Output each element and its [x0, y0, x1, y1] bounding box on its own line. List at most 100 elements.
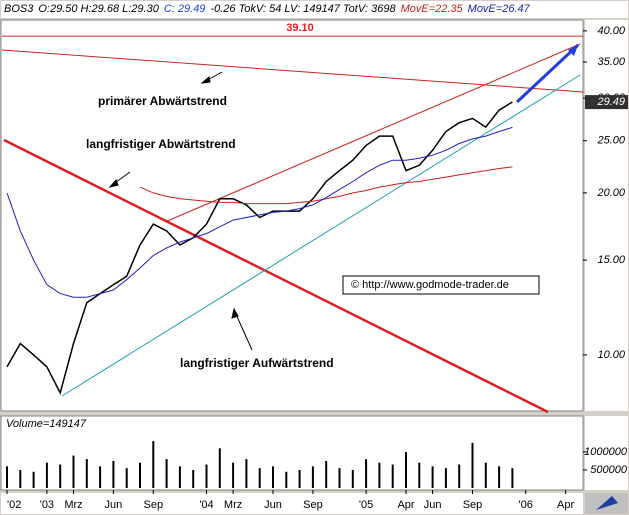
moving-average: [139, 166, 513, 205]
price-tag: [585, 95, 628, 110]
volume-bar: [511, 468, 514, 488]
annotation: langfristiger Aufwärtstrend: [180, 356, 334, 370]
price-panel: [0, 19, 584, 412]
volume-bar: [258, 468, 261, 488]
y2-tick-label: 500000: [590, 464, 628, 476]
volume-bar: [165, 459, 168, 488]
y-tick-label: 40.00: [597, 25, 625, 37]
x-tick-label: Jun: [424, 499, 442, 511]
annotation: primärer Abwärtstrend: [98, 94, 227, 108]
x-tick-label: Sep: [144, 499, 164, 511]
volume-bar: [112, 460, 115, 488]
y-tick-label: 35.00: [597, 56, 625, 68]
header-text: O:29.50 H:29.68 L:29.30: [38, 3, 159, 15]
trendline: [1, 49, 584, 93]
x-tick-label: '06: [519, 499, 533, 511]
volume-label: Volume=149147: [6, 418, 87, 430]
volume-bar: [59, 464, 62, 488]
y-tick-label: 20.00: [596, 187, 625, 199]
x-tick-label: Mrz: [64, 499, 82, 511]
volume-bar: [152, 441, 155, 488]
arrow-head: [108, 179, 119, 188]
price-line: [6, 101, 513, 395]
y-tick-label: 15.00: [597, 254, 625, 266]
trendline: [164, 43, 581, 223]
arrow-head: [231, 307, 239, 319]
y-tick-label: 25.00: [596, 135, 625, 147]
volume-bar: [272, 466, 274, 488]
volume-bar: [484, 462, 487, 488]
trendlines: [1, 43, 584, 414]
arrow-head: [200, 76, 211, 84]
x-tick-label: Jun: [105, 499, 123, 511]
x-tick-label: Mrz: [224, 499, 242, 511]
volume-bar: [298, 469, 301, 488]
y2-tick-label: 1000000: [584, 446, 628, 458]
volume-bar: [6, 466, 8, 488]
volume-bar: [365, 459, 368, 488]
x-tick-label: '05: [359, 499, 373, 511]
arrows: [108, 71, 253, 351]
volume-bar: [498, 466, 501, 488]
x-tick-label: Sep: [463, 499, 483, 511]
volume-bar: [19, 469, 22, 488]
icon: [596, 496, 618, 510]
header-text: C: 29.49: [164, 3, 206, 15]
volume-bar: [431, 466, 434, 488]
x-tick-label: '04: [199, 499, 213, 511]
projection-arrow: [515, 43, 580, 104]
volume-bar: [45, 462, 48, 488]
volume-bar: [311, 466, 314, 488]
volume-panel: [0, 415, 584, 491]
volume-bar: [418, 462, 421, 488]
trendline: [61, 74, 581, 397]
header-text: BOS3: [4, 3, 34, 15]
volume-bar: [338, 468, 341, 488]
header-text: MovE=26.47: [468, 3, 531, 15]
arrow: [234, 311, 253, 351]
volume-axis-area: [585, 416, 628, 490]
volume-bar: [32, 471, 35, 488]
volume-bar: [85, 459, 88, 488]
header-text: MovE=22.35: [401, 3, 464, 15]
header-text: -0.26 TokV: 54 LV: 149147 TotV: 3698: [210, 3, 396, 15]
y-tick-label: 10.00: [597, 349, 625, 361]
volume-bar: [99, 466, 102, 488]
volume-bar: [405, 451, 407, 488]
level-label: 39.10: [286, 22, 314, 34]
price-axis-area: [585, 20, 628, 411]
x-tick-label: '03: [40, 499, 54, 511]
annotation: © http://www.godmode-trader.de: [351, 279, 509, 291]
arrow-head: [568, 45, 578, 56]
x-tick-label: Apr: [557, 499, 574, 511]
volume-bar: [192, 469, 195, 488]
price-tag-label: 29.49: [596, 96, 625, 108]
trendline: [3, 138, 549, 414]
x-tick-label: '02: [7, 499, 21, 511]
copyright-box: [342, 275, 540, 295]
time-axis-area: [1, 493, 583, 514]
volume-bar: [391, 464, 394, 488]
volume-bar: [351, 469, 354, 488]
moving-average: [6, 126, 513, 298]
volume-bar: [444, 468, 447, 488]
volume-bar: [205, 464, 208, 488]
volume-bar: [325, 460, 328, 488]
volume-bar: [285, 471, 288, 488]
x-tick-label: Jun: [264, 499, 282, 511]
volume-bar: [232, 462, 235, 488]
volume-bar: [218, 448, 221, 488]
volume-bar: [178, 466, 181, 488]
annotation: langfristiger Abwärtstrend: [86, 137, 236, 151]
volume-bar: [125, 468, 128, 488]
volume-bar: [471, 442, 474, 488]
volume-bar: [139, 462, 141, 488]
volume-bar: [378, 462, 381, 488]
x-tick-label: Apr: [397, 499, 414, 511]
x-tick-label: Sep: [303, 499, 323, 511]
volume-bar: [245, 459, 248, 488]
volume-bar: [72, 455, 75, 488]
volume-bar: [458, 464, 461, 488]
header-bar: [1, 1, 628, 18]
